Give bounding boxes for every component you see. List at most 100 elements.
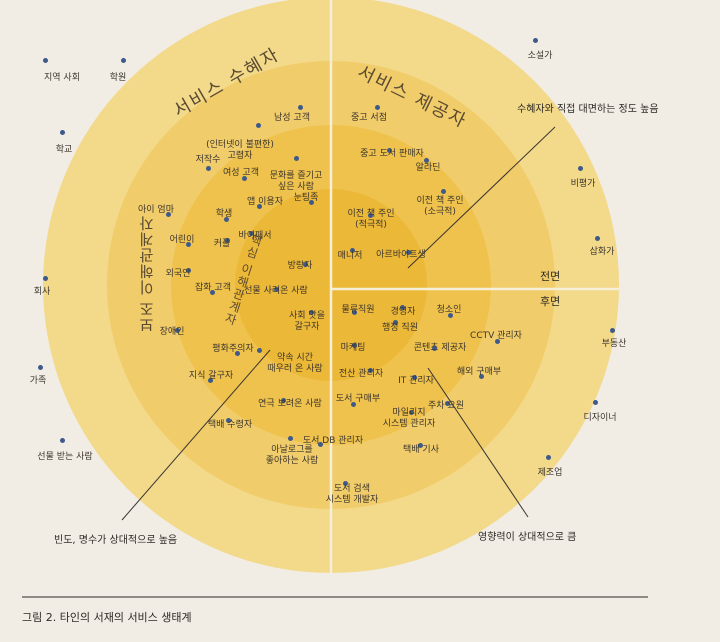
secondary-stakeholder-label: 여성 고객 (223, 168, 259, 178)
outer-stakeholder-dot (592, 399, 598, 405)
secondary-stakeholder-dot (374, 104, 380, 110)
core-stakeholder-dot (256, 203, 262, 209)
core-stakeholder-dot (399, 304, 405, 310)
secondary-stakeholder-label: 연극 보려온 사람 (258, 399, 322, 409)
secondary-stakeholder-label: (인터넷이 불편한) 고령자 (206, 140, 274, 161)
outer-stakeholder-label: 학교 (55, 145, 73, 155)
core-stakeholder-label: 이전 책 주인 (적극적) (347, 209, 395, 230)
outer-stakeholder-label: 부동산 (601, 339, 627, 349)
secondary-stakeholder-label: 지식 갈구자 (188, 371, 234, 381)
secondary-stakeholder-label: 콘텐츠 제공자 (413, 343, 467, 353)
secondary-stakeholder-dot (225, 417, 231, 423)
secondary-stakeholder-label: 해외 구매부 (456, 367, 502, 377)
secondary-stakeholder-dot (185, 267, 191, 273)
secondary-stakeholder-dot (440, 188, 446, 194)
core-stakeholder-label: 아르바이트생 (376, 250, 426, 260)
outer-stakeholder-label: 선물 받는 사람 (37, 452, 93, 462)
secondary-stakeholder-label: 이전 책 주인 (소극적) (416, 196, 464, 217)
secondary-stakeholder-label: 아이 엄마 (138, 205, 174, 215)
core-stakeholder-dot (349, 247, 355, 253)
secondary-stakeholder-label: 외국인 (165, 269, 191, 279)
outer-stakeholder-dot (594, 235, 600, 241)
core-stakeholder-label: 커플 (213, 239, 231, 249)
outer-stakeholder-label: 지역 사회 (44, 73, 80, 83)
secondary-stakeholder-label: 아날로그를 좋아하는 사람 (265, 445, 319, 466)
secondary-stakeholder-dot (447, 312, 453, 318)
core-stakeholder-label: 바이패서 (238, 231, 272, 241)
core-stakeholder-label: 앱 이용자 (247, 197, 283, 207)
core-stakeholder-dot (405, 249, 411, 255)
core-stakeholder-dot (308, 199, 314, 205)
front-label: 전면 (540, 270, 561, 283)
secondary-stakeholder-label: 주차 요원 (428, 401, 464, 411)
secondary-stakeholder-dot (293, 155, 299, 161)
secondary-stakeholder-label: 문화를 즐기고 싶은 사람 (269, 171, 323, 192)
secondary-stakeholder-dot (234, 350, 240, 356)
secondary-stakeholder-dot (494, 338, 500, 344)
secondary-stakeholder-label: 중고 도서 판매자 (360, 149, 424, 159)
secondary-stakeholder-dot (207, 377, 213, 383)
secondary-stakeholder-dot (205, 165, 211, 171)
outer-stakeholder-label: 회사 (33, 287, 51, 297)
core-stakeholder-label: 약속 시간 때우러 온 사람 (267, 353, 323, 374)
secondary-stakeholder-dot (444, 400, 450, 406)
frequency-pointer (121, 349, 271, 521)
influence-pointer (427, 367, 529, 518)
outer-stakeholder-label: 학원 (109, 73, 127, 83)
frequency-annotation: 빈도, 명수가 상대적으로 높음 (54, 535, 178, 546)
outer-stakeholder-label: 소설가 (527, 51, 553, 61)
secondary-stakeholder-dot (478, 373, 484, 379)
secondary-stakeholder-dot (411, 374, 417, 380)
core-stakeholder-label: 전산 관리자 (338, 369, 384, 379)
secondary-stakeholder-dot (174, 327, 180, 333)
outer-stakeholder-label: 디자이너 (583, 413, 617, 423)
influence-annotation: 영향력이 상대적으로 큼 (478, 532, 577, 543)
core-stakeholder-dot (302, 261, 308, 267)
core-stakeholder-dot (351, 309, 357, 315)
core-stakeholder-label: 매니저 (337, 251, 363, 261)
secondary-stakeholder-label: IT 관리자 (398, 376, 434, 386)
outer-stakeholder-dot (42, 57, 48, 63)
core-stakeholder-label: 물류직원 (341, 305, 375, 315)
outer-stakeholder-dot (59, 437, 65, 443)
secondary-stakeholder-label: 학생 (215, 209, 233, 219)
outer-stakeholder-dot (37, 364, 43, 370)
secondary-stakeholder-dot (241, 175, 247, 181)
secondary-stakeholder-dot (386, 147, 392, 153)
secondary-stakeholder-label: 알라딘 (415, 163, 441, 173)
outer-stakeholder-dot (609, 327, 615, 333)
secondary-stakeholder-label: 저작수 (195, 155, 221, 165)
core-stakeholder-label: 방랑자 (287, 261, 313, 271)
secondary-stakeholder-dot (223, 216, 229, 222)
secondary-stakeholder-dot (280, 397, 286, 403)
secondary-stakeholder-label: 도서 DB 관리자 (302, 436, 364, 446)
core-stakeholder-dot (256, 347, 262, 353)
core-stakeholder-dot (367, 367, 373, 373)
secondary-stakeholder-label: 마일리지 시스템 관리자 (382, 408, 436, 429)
secondary-stakeholder-dot (287, 435, 293, 441)
back-label: 후면 (540, 295, 561, 308)
core-stakeholder-dot (367, 212, 373, 218)
outer-stakeholder-dot (577, 165, 583, 171)
secondary-stakeholder-dot (431, 345, 437, 351)
secondary-stakeholder-dot (209, 289, 215, 295)
secondary-stakeholder-label: 청소인 (436, 305, 462, 315)
contact-annotation: 수혜자와 직접 대면하는 정도 높음 (517, 104, 659, 115)
contact-pointer (407, 126, 556, 269)
secondary-stakeholder-label: 도서 구매부 (335, 394, 381, 404)
core-stakeholder-dot (273, 286, 279, 292)
secondary-stakeholder-dot (297, 104, 303, 110)
core-stakeholder-label: 마케팅 (340, 343, 366, 353)
secondary-stakeholder-label: 중고 서점 (351, 113, 387, 123)
secondary-stakeholder-dot (423, 157, 429, 163)
secondary-stakeholder-dot (350, 401, 356, 407)
core-stakeholder-label: 행정 직원 (382, 323, 418, 333)
secondary-stakeholder-label: 택배 기사 (403, 445, 439, 455)
outer-stakeholder-label: 가족 (29, 376, 47, 386)
secondary-stakeholder-dot (185, 241, 191, 247)
core-stakeholder-label: 사회 맛을 갈구자 (289, 311, 325, 332)
outer-stakeholder-dot (120, 57, 126, 63)
secondary-stakeholder-label: 도서 검색 시스템 개발자 (325, 484, 379, 505)
core-stakeholder-dot (392, 319, 398, 325)
